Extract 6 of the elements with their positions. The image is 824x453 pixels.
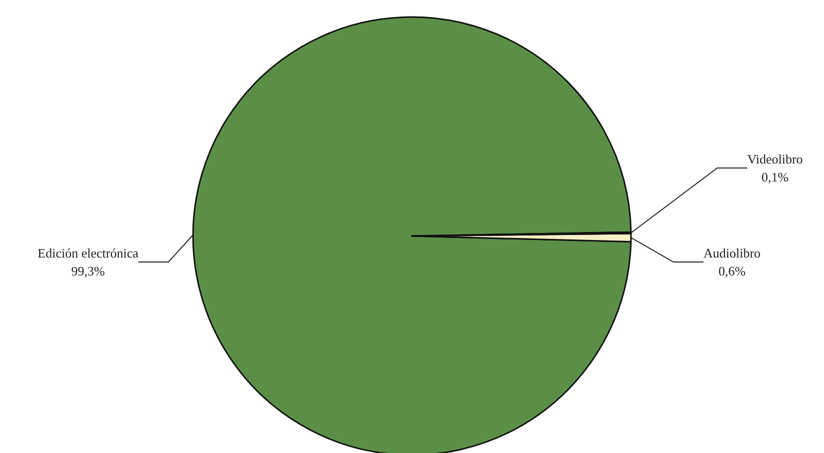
slice-label: Edición electrónica xyxy=(38,246,139,260)
slice-label: Videolibro xyxy=(747,152,803,166)
data-label: 0,6% xyxy=(718,264,746,278)
data-label: 0,1% xyxy=(761,170,789,184)
slice-label: Audiolibro xyxy=(703,246,761,260)
data-label: 99,3% xyxy=(71,264,105,278)
